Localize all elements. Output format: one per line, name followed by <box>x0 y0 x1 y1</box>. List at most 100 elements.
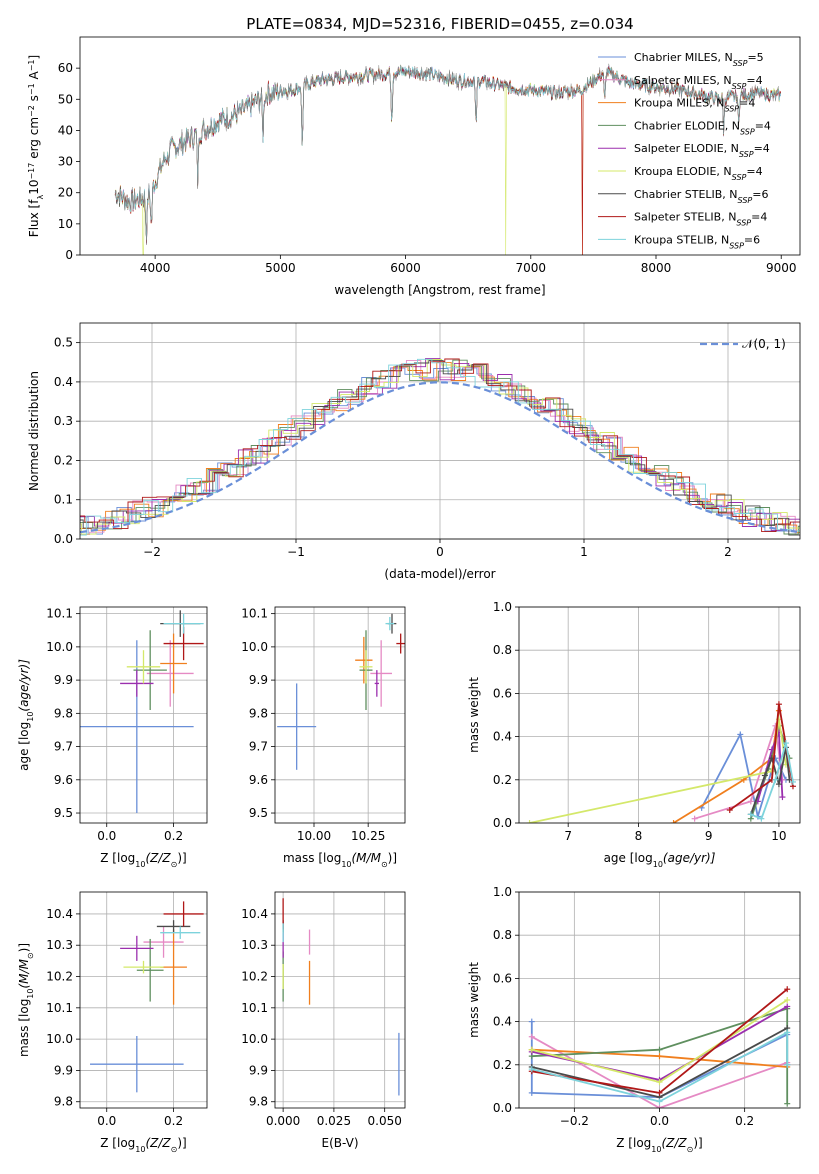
x-tick-label: 0.050 <box>368 1114 402 1128</box>
x-tick-label: 7 <box>564 829 572 843</box>
legend-entry: Salpeter ELODIE, NSSP=4 <box>634 142 770 159</box>
y-tick-label: 10.3 <box>241 938 268 952</box>
histogram-salpeter-miles <box>80 360 800 536</box>
x-tick-label: −2 <box>143 545 161 559</box>
legend-entry-tail: =6 <box>744 233 760 246</box>
y-tick-label: 10.1 <box>46 1001 73 1015</box>
y-tick-label: 10.0 <box>241 640 268 654</box>
y-tick-label: 50 <box>58 92 73 106</box>
y-tick-label: 10.2 <box>241 970 268 984</box>
y-tick-label: 60 <box>58 61 73 75</box>
y-axis-label-part: Flux [f <box>27 199 41 237</box>
y-tick-label: 10.1 <box>241 607 268 621</box>
x-axis-label-part: Z [log <box>100 851 135 865</box>
y-tick-label: 9.7 <box>54 740 73 754</box>
legend-entry-text: Chabrier STELIB, N <box>634 188 738 201</box>
legend-entry: Kroupa STELIB, NSSP=6 <box>634 233 760 250</box>
x-axis-label-part: )] <box>177 1136 186 1150</box>
y-tick-label: 0.4 <box>493 730 512 744</box>
y-tick-label: 10.0 <box>46 640 73 654</box>
legend-entry-sub: SSP <box>724 104 739 113</box>
plot-area <box>90 901 204 1093</box>
legend-entry-text: Salpeter STELIB, N <box>634 211 736 224</box>
y-axis-label-part: λ <box>36 195 45 200</box>
x-tick-label: 8 <box>635 829 643 843</box>
series-line <box>673 710 780 823</box>
axes-frame <box>79 891 208 1109</box>
legend-entry-text: Salpeter ELODIE, N <box>634 142 739 155</box>
y-tick-label: 0.0 <box>54 532 73 546</box>
x-axis-label: mass [log10(M/M⊙)] <box>283 851 397 869</box>
y-tick-label: 10 <box>58 217 73 231</box>
series-kroupa-stelib <box>528 1029 791 1105</box>
legend-entry-text: Chabrier MILES, N <box>634 51 733 64</box>
x-tick-label: 10.00 <box>297 829 331 843</box>
y-tick-label: 9.8 <box>54 706 73 720</box>
histogram-salpeter-elodie <box>80 357 800 531</box>
y-axis-label-part: erg cm <box>27 117 41 163</box>
series-line <box>531 1030 789 1103</box>
x-tick-label: 10 <box>771 829 786 843</box>
y-tick-label: 9.8 <box>249 1095 268 1109</box>
plot-area <box>277 613 405 770</box>
x-axis-label: Z [log10(Z/Z⊙)] <box>100 1136 186 1154</box>
y-tick-label: 10.4 <box>241 907 268 921</box>
y-axis-label: Normed distribution <box>27 371 41 491</box>
gaussian-curve <box>80 381 798 534</box>
y-tick-label: 30 <box>58 155 73 169</box>
y-axis-label-part: −1 <box>27 59 36 71</box>
series-kroupa-elodie <box>526 716 789 823</box>
legend-entry-tail: =6 <box>752 188 768 201</box>
spectrum-line-salpeter-stelib <box>114 66 781 255</box>
y-tick-label: 0.0 <box>493 1101 512 1115</box>
x-axis-label-part: (Z/Z <box>145 851 171 865</box>
legend-entry: Chabrier MILES, NSSP=5 <box>634 51 764 68</box>
legend-entry: Kroupa ELODIE, NSSP=4 <box>634 165 763 182</box>
x-axis-label-part: ⊙ <box>171 1145 178 1154</box>
plot-area <box>80 610 204 814</box>
legend-entry-text: Kroupa ELODIE, N <box>634 165 732 178</box>
x-tick-label: 0.2 <box>735 1114 754 1128</box>
y-tick-label: 9.9 <box>249 673 268 687</box>
legend-entry-text: Kroupa MILES, N <box>634 97 724 110</box>
histogram-kroupa-stelib <box>80 358 800 536</box>
y-tick-label: 10.0 <box>241 1032 268 1046</box>
legend-entry-text: Chabrier ELODIE, N <box>634 119 740 132</box>
x-axis-label-part: (Z/Z <box>661 1136 687 1150</box>
x-axis-label-part: 10 <box>341 860 351 869</box>
legend-entry-sub: SSP <box>729 241 744 250</box>
y-axis-label-part: 10 <box>26 988 35 998</box>
x-tick-label: 0 <box>436 545 444 559</box>
x-axis-label: Z [log10(Z/Z⊙)] <box>100 851 186 869</box>
axes-frame <box>79 36 801 256</box>
legend-entry-tail: =4 <box>755 119 771 132</box>
x-tick-label: 0.000 <box>266 1114 300 1128</box>
legend-entry-sub: SSP <box>732 173 747 182</box>
y-tick-label: 9.5 <box>54 806 73 820</box>
y-axis-label-part: )] <box>17 943 31 952</box>
x-axis-label-part: (Z/Z <box>145 1136 171 1150</box>
plot-area <box>114 63 781 255</box>
y-axis-label-part: 10 <box>26 712 35 722</box>
x-axis-label-part: age [log <box>604 851 653 865</box>
y-tick-label: 0.6 <box>493 971 512 985</box>
spectrum-line-kroupa-stelib <box>114 65 781 240</box>
y-tick-label: 1.0 <box>493 600 512 614</box>
x-tick-label: 1 <box>580 545 588 559</box>
y-axis-label: mass weight <box>467 962 481 1038</box>
legend-entry-tail: =4 <box>754 142 770 155</box>
legend-entry-sub: SSP <box>738 195 753 204</box>
y-tick-label: 0.0 <box>493 816 512 830</box>
x-axis-label: Z [log10(Z/Z⊙)] <box>616 1136 702 1154</box>
y-tick-label: 0.2 <box>493 1058 512 1072</box>
plot-area <box>528 986 791 1108</box>
plot-area <box>80 357 800 536</box>
mass-weight-vs-metallicity-panel: −0.2 0.0 0.2 0.0 0.2 0.4 0.6 0.8 1.0 Z [log10(Z/Z… <box>467 885 801 1154</box>
observed-spectrum-line <box>114 63 781 246</box>
x-axis-label: (data-model)/error <box>384 567 495 581</box>
axes-frame <box>79 606 208 824</box>
y-tick-label: 0.8 <box>493 643 512 657</box>
